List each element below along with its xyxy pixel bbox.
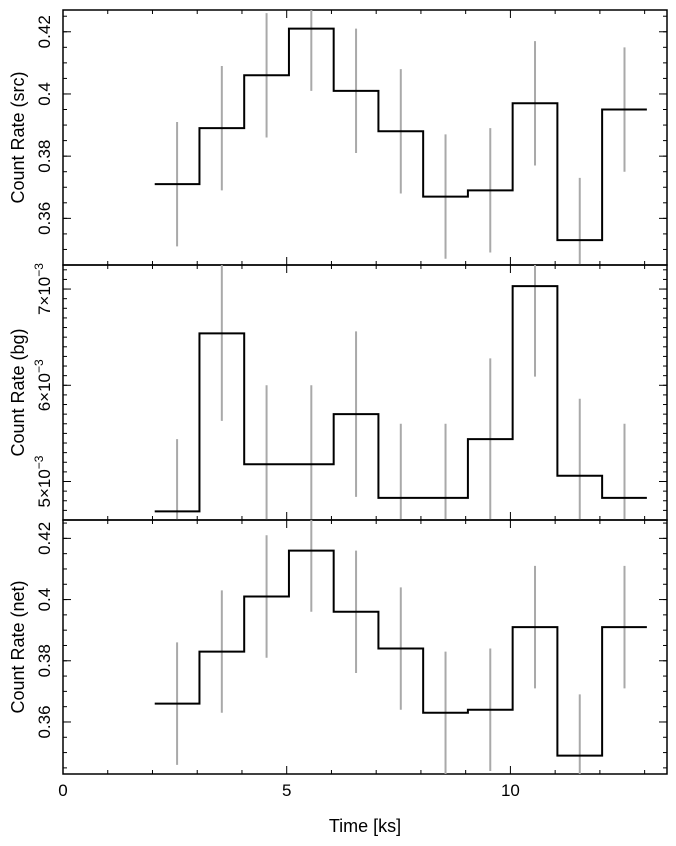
y-tick-label-net: 0.42 <box>35 522 54 555</box>
y-tick-label-net: 0.36 <box>35 705 54 738</box>
x-axis-title: Time [ks] <box>329 816 401 836</box>
x-tick-label: 10 <box>501 781 520 800</box>
y-tick-label-bg: 5×10−3 <box>32 455 54 507</box>
y-tick-label-src: 0.36 <box>35 202 54 235</box>
y-tick-label-base: 6×10 <box>35 373 54 411</box>
step-line-bg <box>154 285 647 513</box>
y-tick-label-base: 7×10 <box>35 277 54 315</box>
y-tick-label-src: 0.42 <box>35 15 54 48</box>
y-tick-label-net: 0.38 <box>35 644 54 677</box>
y-tick-label-bg: 7×10−3 <box>32 263 54 315</box>
y-tick-label-bg: 6×10−3 <box>32 359 54 411</box>
y-tick-label-exponent: −3 <box>32 455 46 469</box>
y-axis-title-src: Count Rate (src) <box>8 71 28 203</box>
step-line-src <box>154 27 647 242</box>
y-tick-label-exponent: −3 <box>32 359 46 373</box>
y-tick-label-exponent: −3 <box>32 263 46 277</box>
y-axis-title-bg: Count Rate (bg) <box>8 328 28 456</box>
panel-src: 0.36 0.38 0.4 0.42 Count Rate (src) <box>8 9 668 266</box>
y-tick-label-base: 5×10 <box>35 469 54 507</box>
step-line-net <box>154 549 647 757</box>
y-tick-label-net: 0.4 <box>35 588 54 612</box>
x-tick-label: 0 <box>58 781 67 800</box>
y-tick-label-src: 0.38 <box>35 140 54 173</box>
y-tick-label-src: 0.4 <box>35 82 54 106</box>
y-axis-title-net: Count Rate (net) <box>8 580 28 713</box>
plot-frame-net <box>62 519 668 775</box>
x-tick-label: 5 <box>282 781 291 800</box>
panel-net: 0.36 0.38 0.4 0.42 Count Rate (net) 0 5 10 Time … <box>8 519 668 836</box>
